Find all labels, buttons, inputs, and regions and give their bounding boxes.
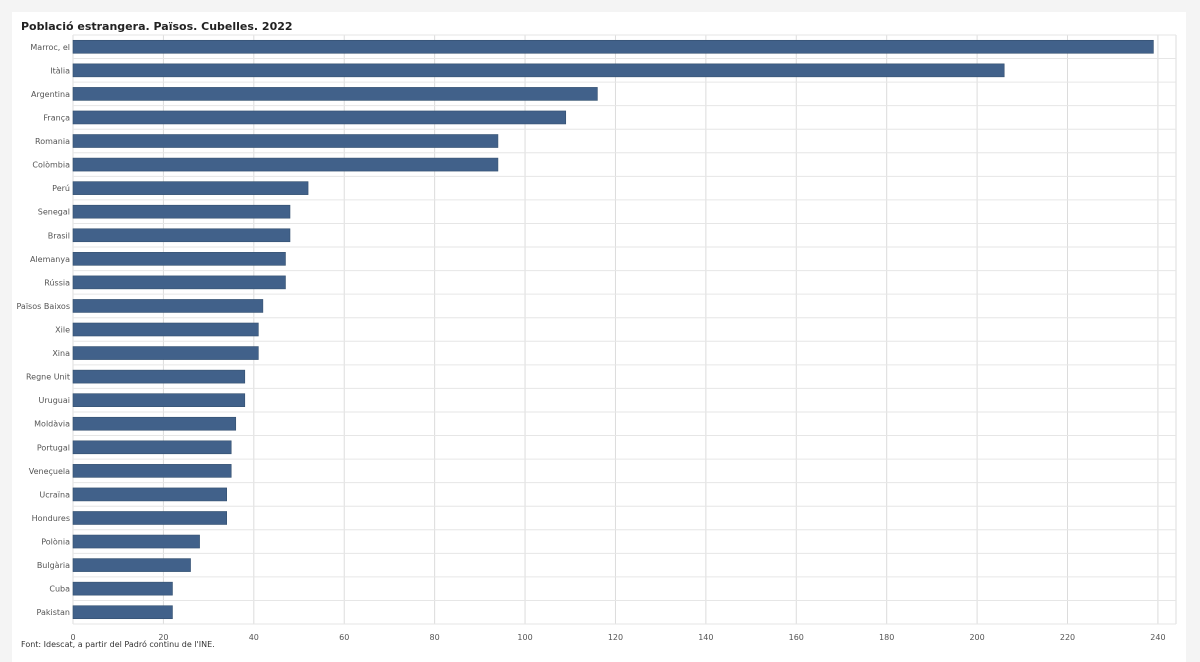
- bar[interactable]: [72, 157, 499, 172]
- x-tick-label: 80: [430, 633, 440, 642]
- category-label: Senegal: [38, 208, 70, 217]
- category-label: Portugal: [37, 443, 70, 452]
- bar[interactable]: [72, 346, 259, 360]
- category-label: Veneçuela: [29, 467, 70, 476]
- grid-lines: [72, 34, 1177, 625]
- bar[interactable]: [72, 299, 264, 313]
- x-tick-label: 240: [1150, 633, 1165, 642]
- bar[interactable]: [72, 322, 259, 337]
- bar[interactable]: [72, 534, 200, 549]
- category-label: Ucraïna: [39, 490, 70, 499]
- chart-title: Població estrangera. Països. Cubelles. 2…: [21, 20, 293, 33]
- x-tick-label: 220: [1060, 633, 1075, 642]
- bar[interactable]: [72, 416, 237, 431]
- tick-labels: 0 20 40 60 80 100 120 140 160 180 200 220 240: [70, 633, 1165, 642]
- x-tick-label: 160: [789, 633, 804, 642]
- bar[interactable]: [72, 440, 232, 455]
- category-label: Xina: [52, 349, 70, 358]
- x-tick-label: 0: [70, 633, 75, 642]
- category-label: Argentina: [31, 90, 70, 99]
- bar[interactable]: [72, 134, 499, 148]
- category-label: Regne Unit: [26, 373, 70, 382]
- bar[interactable]: [72, 87, 598, 101]
- category-label: Països Baixos: [16, 302, 70, 311]
- bar[interactable]: [72, 487, 227, 502]
- bar[interactable]: [72, 181, 309, 195]
- x-tick-label: 60: [339, 633, 349, 642]
- bar[interactable]: [72, 558, 191, 572]
- bar[interactable]: [72, 464, 232, 478]
- x-tick-label: 100: [517, 633, 532, 642]
- category-label: Pakistan: [37, 608, 71, 617]
- bar[interactable]: [72, 605, 173, 620]
- bar[interactable]: [72, 511, 227, 525]
- bar[interactable]: [72, 63, 1005, 78]
- bar[interactable]: [72, 581, 173, 596]
- category-labels: Marroc, el Itàlia Argentina França Romania Co…: [16, 43, 70, 617]
- category-label: Itàlia: [50, 66, 70, 75]
- x-tick-label: 40: [249, 633, 259, 642]
- bar[interactable]: [72, 252, 286, 266]
- x-tick-label: 180: [879, 633, 894, 642]
- bar[interactable]: [72, 204, 291, 219]
- x-tick-label: 200: [969, 633, 984, 642]
- x-tick-label: 20: [158, 633, 168, 642]
- category-label: Xile: [55, 326, 70, 335]
- category-label: Cuba: [49, 585, 70, 594]
- bar-chart: Marroc, el Itàlia Argentina França Romania Co…: [16, 34, 1177, 642]
- category-label: Romania: [35, 137, 70, 146]
- bar[interactable]: [72, 393, 246, 407]
- bar[interactable]: [72, 369, 246, 384]
- bars-group: [72, 39, 1154, 620]
- category-label: França: [43, 113, 70, 122]
- category-label: Moldàvia: [34, 420, 70, 429]
- bar[interactable]: [72, 39, 1154, 54]
- bar[interactable]: [72, 275, 286, 290]
- category-label: Marroc, el: [30, 43, 70, 52]
- category-label: Brasil: [48, 231, 70, 240]
- source-note: Font: Idescat, a partir del Padró contin…: [21, 640, 215, 649]
- category-label: Uruguai: [39, 396, 71, 405]
- bar[interactable]: [72, 228, 291, 243]
- bar[interactable]: [72, 110, 567, 125]
- category-label: Hondures: [32, 514, 70, 523]
- category-label: Perú: [52, 184, 70, 193]
- chart-panel: Població estrangera. Països. Cubelles. 2…: [12, 12, 1186, 662]
- category-label: Alemanya: [30, 255, 70, 264]
- category-label: Colòmbia: [32, 160, 70, 170]
- x-tick-label: 120: [608, 633, 623, 642]
- x-tick-label: 140: [698, 633, 713, 642]
- category-label: Rússia: [44, 278, 70, 287]
- category-label: Bulgària: [37, 561, 70, 570]
- category-label: Polònia: [41, 537, 70, 547]
